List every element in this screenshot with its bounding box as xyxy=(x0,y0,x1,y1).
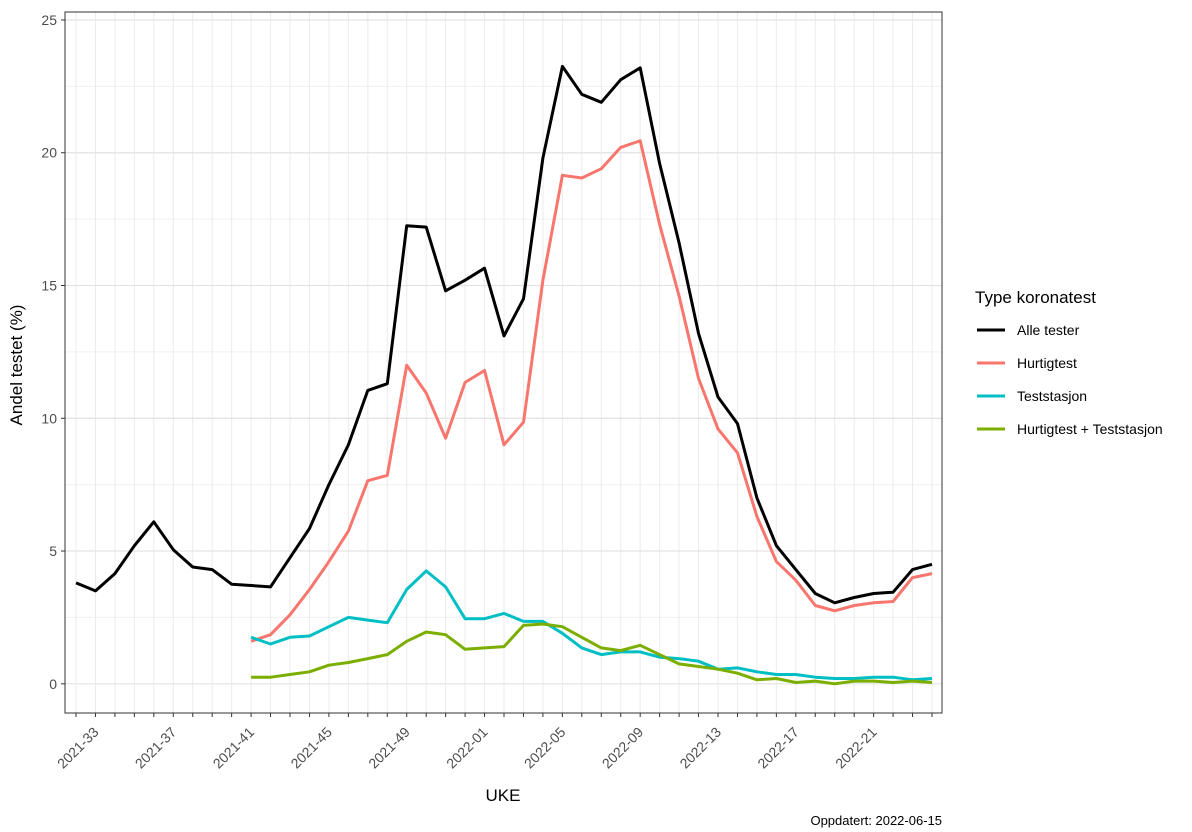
x-axis-title: UKE xyxy=(486,786,521,805)
x-tick-label: 2022-13 xyxy=(676,724,724,772)
legend-label: Hurtigtest xyxy=(1017,355,1077,371)
y-axis-title: Andel testet (%) xyxy=(7,305,26,426)
x-tick-label: 2021-49 xyxy=(365,724,413,772)
line xyxy=(250,569,933,682)
y-tick-label: 25 xyxy=(41,12,57,28)
x-tick-label: 2022-17 xyxy=(754,724,802,772)
x-tick-label: 2021-45 xyxy=(287,724,335,772)
x-tick-label: 2021-33 xyxy=(54,724,102,772)
x-tick-label: 2022-05 xyxy=(521,724,569,772)
line xyxy=(250,139,933,643)
y-tick-label: 15 xyxy=(41,277,57,293)
y-tick-label: 5 xyxy=(49,543,57,559)
x-tick-label: 2022-01 xyxy=(443,724,491,772)
x-tick-label: 2021-37 xyxy=(132,724,180,772)
legend-label: Alle tester xyxy=(1017,322,1080,338)
legend-title: Type koronatest xyxy=(975,288,1096,307)
caption: Oppdatert: 2022-06-15 xyxy=(810,813,942,828)
plot-border xyxy=(64,11,943,714)
y-tick-label: 10 xyxy=(41,410,57,426)
legend-label: Hurtigtest + Teststasjon xyxy=(1017,421,1163,437)
x-tick-label: 2021-41 xyxy=(210,724,258,772)
x-tick-label: 2022-09 xyxy=(599,724,647,772)
line xyxy=(251,622,933,686)
x-tick-label: 2022-21 xyxy=(832,724,880,772)
legend-label: Teststasjon xyxy=(1017,388,1087,404)
line xyxy=(75,64,933,605)
y-tick-label: 0 xyxy=(49,676,57,692)
y-tick-label: 20 xyxy=(41,145,57,161)
